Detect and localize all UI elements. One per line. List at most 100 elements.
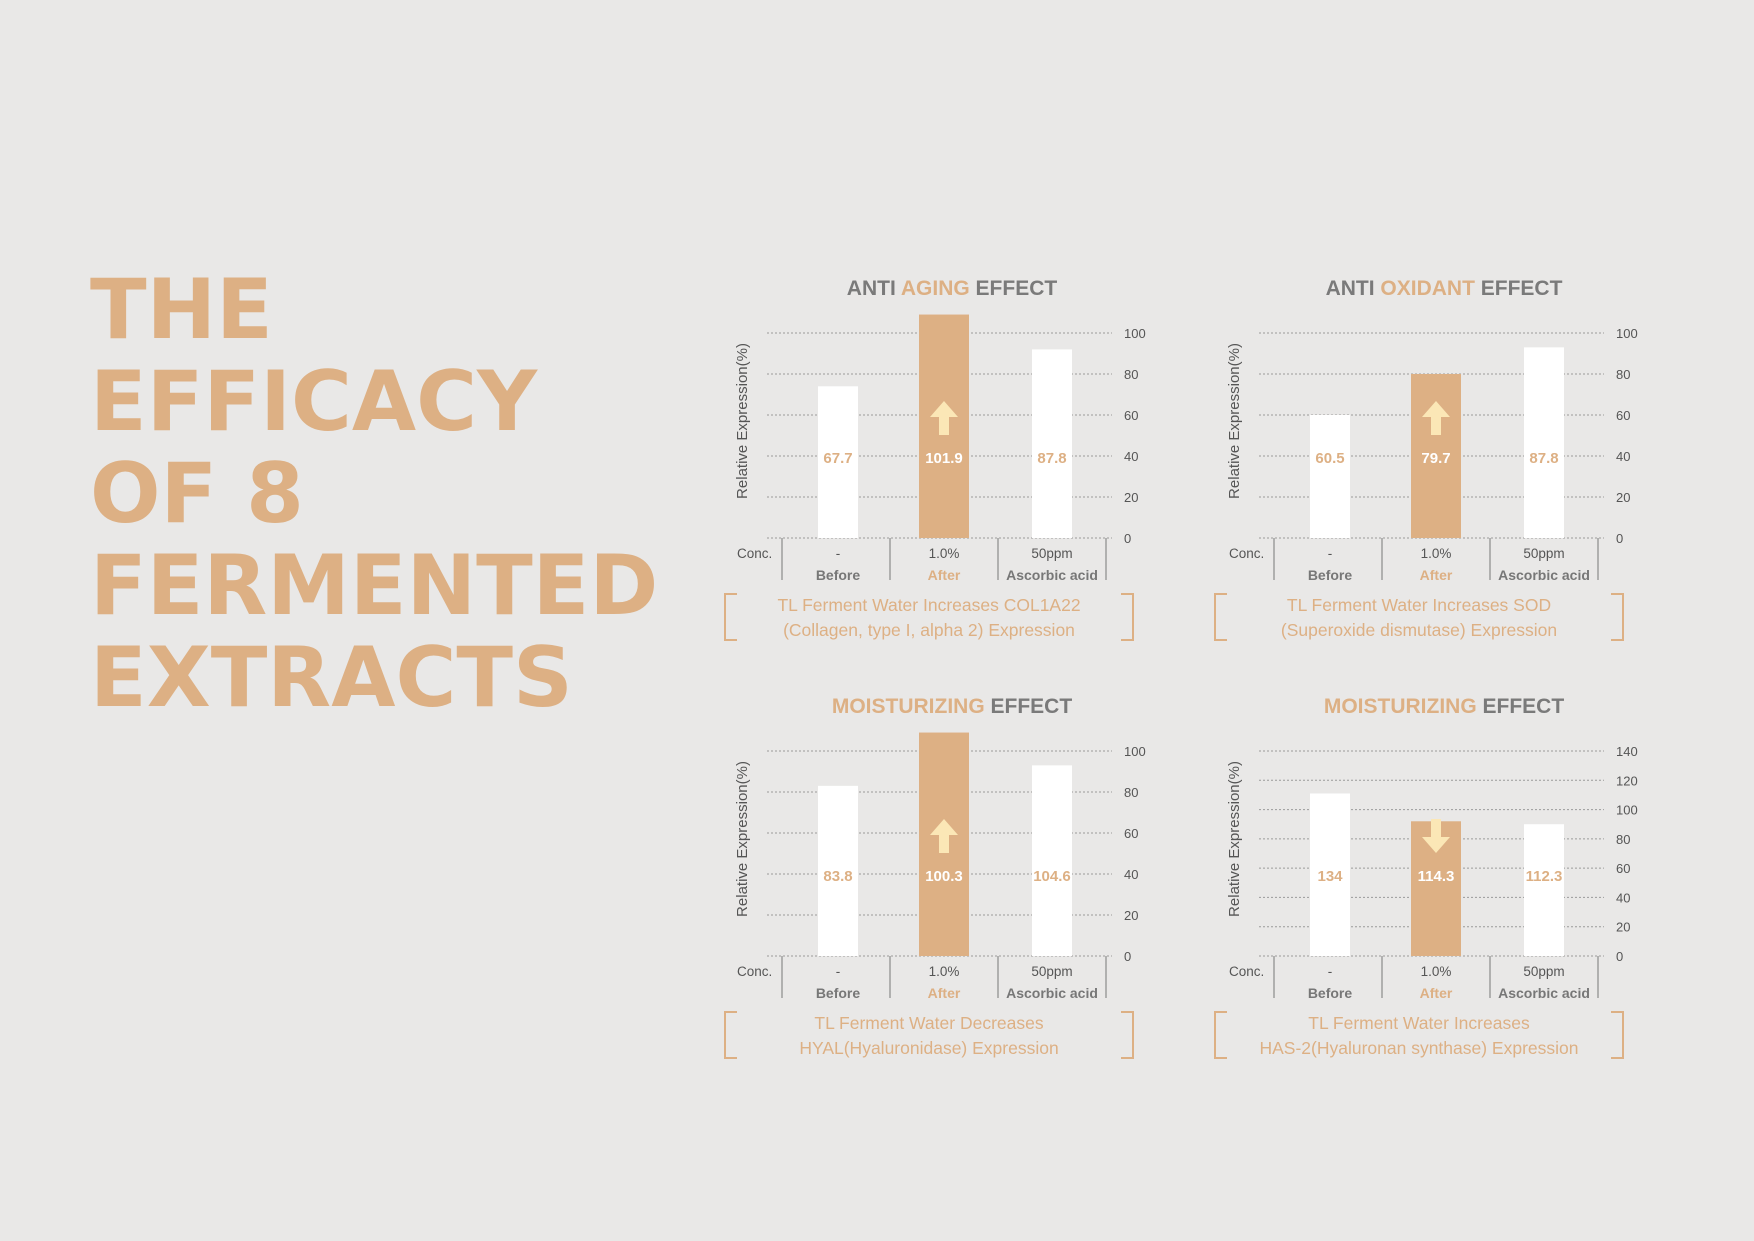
y-tick-label: 0	[1124, 949, 1131, 964]
bar	[1032, 349, 1072, 538]
caption-line: TL Ferment Water Increases COL1A22	[777, 595, 1081, 615]
bar-chart: Relative Expression(%) 0 20 40 60 80 100 67.7 10…	[734, 314, 1146, 583]
y-tick-label: 0	[1124, 531, 1131, 546]
x-tick-concentration: 50ppm	[1031, 546, 1072, 561]
caption-line: TL Ferment Water Increases SOD	[1286, 595, 1552, 615]
x-tick-concentration: -	[836, 546, 841, 561]
x-tick-category: After	[928, 985, 961, 1001]
y-tick-label: 20	[1616, 920, 1630, 935]
x-tick-category: Before	[816, 985, 861, 1001]
caption-line: HAS-2(Hyaluronan synthase) Expression	[1259, 1038, 1579, 1058]
bar	[1524, 824, 1564, 956]
y-tick-label: 140	[1616, 744, 1638, 759]
y-tick-label: 40	[1616, 449, 1630, 464]
x-tick-concentration: 1.0%	[1421, 546, 1452, 561]
y-tick-label: 60	[1124, 826, 1138, 841]
data-label: 100.3	[925, 868, 963, 885]
chart-title: MOISTURIZING EFFECT	[722, 695, 1182, 719]
data-label: 67.7	[823, 450, 852, 467]
conc-label: Conc.	[1229, 546, 1264, 561]
x-tick-concentration: 1.0%	[929, 964, 960, 979]
caption-line: HYAL(Hyaluronidase) Expression	[799, 1038, 1059, 1058]
y-tick-label: 100	[1616, 326, 1638, 341]
bar	[1310, 415, 1350, 538]
y-tick-label: 100	[1124, 326, 1146, 341]
title-part: ANTI	[846, 277, 901, 300]
y-tick-label: 60	[1124, 408, 1138, 423]
x-tick-category: Before	[1308, 567, 1353, 583]
bar-chart: Relative Expression(%) 0 20 40 60 80 100 60.5 79…	[1226, 326, 1638, 583]
caption-line: TL Ferment Water Increases	[1308, 1013, 1530, 1033]
arrow-up-icon	[1422, 401, 1450, 435]
chart-panel-moisturizing-has2: MOISTURIZING EFFECT Relative Expression(…	[1214, 693, 1674, 1113]
data-label: 87.8	[1037, 450, 1066, 467]
caption-bracket-left	[1214, 593, 1227, 641]
chart-panel-anti-aging: ANTI AGING EFFECT Relative Expression(%)…	[722, 275, 1182, 695]
y-tick-label: 40	[1124, 867, 1138, 882]
caption-bracket-left	[724, 593, 737, 641]
y-tick-label: 60	[1616, 861, 1630, 876]
headline-line: FERMENTED	[90, 537, 659, 634]
x-tick-concentration: 1.0%	[929, 546, 960, 561]
x-tick-category: Before	[816, 567, 861, 583]
x-tick-concentration: -	[1328, 964, 1333, 979]
data-label: 114.3	[1418, 868, 1455, 885]
y-axis-label: Relative Expression(%)	[1226, 761, 1243, 917]
arrow-up-icon	[930, 401, 958, 435]
x-tick-category: Before	[1308, 985, 1353, 1001]
data-label: 60.5	[1315, 450, 1344, 467]
headline-line: OF 8	[90, 445, 304, 542]
x-tick-category: After	[1420, 985, 1453, 1001]
x-tick-category: After	[928, 567, 961, 583]
headline-line: THE	[90, 261, 273, 358]
caption-line: TL Ferment Water Decreases	[814, 1013, 1044, 1033]
conc-label: Conc.	[1229, 964, 1264, 979]
title-part: MOISTURIZING	[831, 695, 985, 718]
y-axis-label: Relative Expression(%)	[734, 343, 751, 499]
bar	[1032, 765, 1072, 956]
data-label: 112.3	[1526, 868, 1563, 885]
x-tick-category: Ascorbic acid	[1498, 985, 1590, 1001]
title-part: OXIDANT	[1380, 277, 1475, 300]
caption-line: (Collagen, type I, alpha 2) Expression	[783, 620, 1075, 640]
headline-line: EXTRACTS	[90, 629, 573, 726]
y-tick-label: 80	[1616, 367, 1630, 382]
chart-panel-anti-oxidant: ANTI OXIDANT EFFECT Relative Expression(…	[1214, 275, 1674, 695]
headline: THE EFFICACY OF 8 FERMENTED EXTRACTS	[90, 264, 658, 724]
y-tick-label: 0	[1616, 949, 1623, 964]
chart-title: ANTI OXIDANT EFFECT	[1214, 277, 1674, 301]
y-axis-label: Relative Expression(%)	[1226, 343, 1243, 499]
title-part: EFFECT	[1476, 695, 1565, 718]
chart-title: ANTI AGING EFFECT	[722, 277, 1182, 301]
caption-bracket-left	[724, 1011, 737, 1059]
bar-chart: Relative Expression(%) 0 20 40 60 80 100 83.8 10…	[734, 732, 1146, 1001]
x-tick-category: Ascorbic acid	[1006, 567, 1098, 583]
chart-caption: TL Ferment Water Decreases HYAL(Hyaluron…	[724, 1011, 1134, 1059]
bar	[1310, 793, 1350, 956]
x-tick-category: Ascorbic acid	[1498, 567, 1590, 583]
x-tick-category: After	[1420, 567, 1453, 583]
y-tick-label: 20	[1616, 490, 1630, 505]
y-tick-label: 40	[1124, 449, 1138, 464]
title-part: MOISTURIZING	[1323, 695, 1477, 718]
title-part: EFFECT	[984, 695, 1073, 718]
x-tick-concentration: 50ppm	[1523, 964, 1564, 979]
title-part: ANTI	[1325, 277, 1381, 300]
data-label: 79.7	[1421, 450, 1450, 467]
bar-chart: Relative Expression(%) 0 20 40 60 80 100 120 140…	[1226, 744, 1638, 1001]
data-label: 83.8	[823, 868, 852, 885]
arrow-down-icon	[1422, 819, 1450, 853]
x-tick-concentration: 50ppm	[1031, 964, 1072, 979]
title-part: EFFECT	[1474, 277, 1563, 300]
caption-line: (Superoxide dismutase) Expression	[1280, 620, 1558, 640]
conc-label: Conc.	[737, 964, 772, 979]
caption-bracket-right	[1611, 1011, 1624, 1059]
y-tick-label: 100	[1616, 803, 1638, 818]
data-label: 134	[1317, 868, 1343, 885]
bar	[1524, 347, 1564, 538]
x-tick-category: Ascorbic acid	[1006, 985, 1098, 1001]
y-tick-label: 80	[1616, 832, 1630, 847]
bar	[818, 785, 858, 956]
y-tick-label: 80	[1124, 367, 1138, 382]
y-tick-label: 20	[1124, 490, 1138, 505]
